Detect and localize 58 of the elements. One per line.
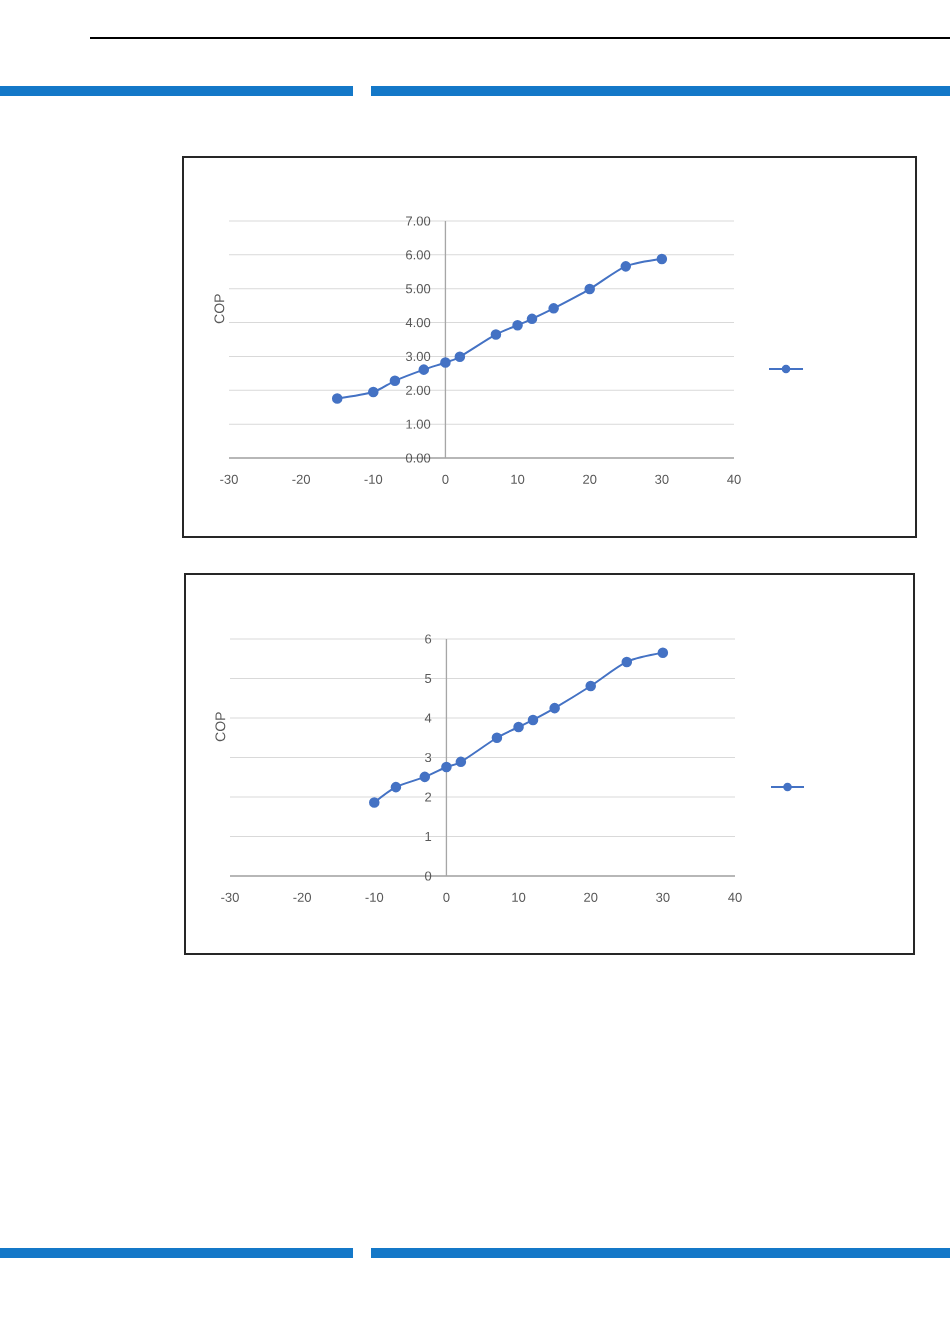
y-tick-label: 3.00 (405, 351, 431, 362)
x-tick-label: -20 (292, 474, 311, 484)
x-tick-label: 20 (584, 892, 598, 902)
y-tick-label: 7.00 (406, 216, 431, 226)
point (368, 386, 379, 398)
y-tick-label: 6 (425, 634, 432, 644)
x-tick-label: -10 (364, 474, 383, 484)
y-axis-title: COP (214, 294, 225, 324)
point (584, 283, 595, 295)
point (389, 375, 401, 387)
point (621, 656, 633, 668)
point (512, 320, 523, 331)
y-tick-label: 1.00 (406, 419, 431, 429)
point (513, 721, 524, 733)
x-tick-label: 30 (656, 892, 670, 902)
point (418, 364, 430, 375)
x-tick-label: 0 (442, 474, 449, 484)
point (454, 351, 466, 363)
y-tick-label: 6.00 (406, 250, 431, 260)
point (369, 797, 380, 808)
point (390, 781, 402, 793)
x-tick-label: 20 (583, 474, 597, 484)
x-tick-label: 40 (728, 892, 742, 902)
point (440, 357, 451, 368)
point (331, 393, 343, 404)
point (526, 313, 538, 325)
x-tick-label: -20 (293, 892, 312, 902)
point (491, 732, 503, 744)
x-tick-label: 40 (727, 474, 741, 484)
point (620, 261, 632, 272)
y-tick-label: 2.00 (406, 385, 431, 395)
x-tick-label: 10 (512, 892, 526, 902)
point (657, 647, 669, 659)
point (419, 771, 431, 783)
y-tick-label: 2 (425, 792, 432, 802)
x-tick-label: 0 (443, 892, 450, 902)
y-tick-label: 5 (425, 673, 432, 684)
point (548, 303, 559, 314)
point (549, 702, 560, 714)
point (585, 680, 596, 692)
y-tick-label: 0.00 (405, 453, 431, 463)
point (441, 761, 452, 773)
x-tick-label: 30 (655, 474, 669, 484)
y-tick-label: 4.00 (405, 317, 431, 328)
y-tick-label: 3 (424, 752, 432, 763)
y-tick-label: 0 (424, 871, 432, 881)
point (527, 714, 539, 726)
point (490, 329, 502, 340)
point (455, 756, 467, 768)
x-tick-label: -30 (220, 474, 238, 484)
y-tick-label: 1 (425, 832, 432, 841)
x-tick-label: -10 (365, 892, 384, 902)
x-tick-label: -30 (221, 892, 239, 902)
y-axis-title: COP (215, 712, 226, 742)
y-tick-label: 4 (424, 713, 432, 723)
y-tick-label: 5.00 (405, 284, 431, 294)
x-tick-label: 10 (511, 474, 525, 484)
point (656, 253, 668, 265)
